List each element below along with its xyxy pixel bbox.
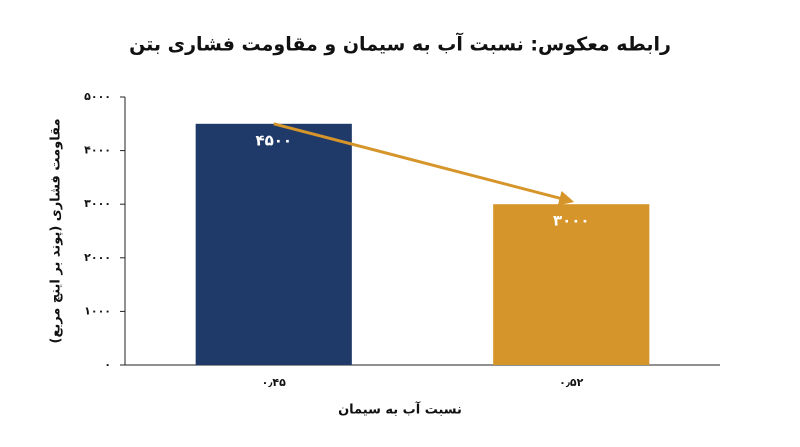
value-label: ۳۰۰۰	[553, 212, 590, 230]
bar	[493, 204, 650, 365]
y-tick-label: ۳۰۰۰	[84, 197, 111, 210]
x-tick-label: ۰٫۵۲	[559, 376, 584, 389]
trend-arrow	[273, 122, 575, 206]
bar	[195, 123, 352, 365]
x-axis-label: نسبت آب به سیمان	[338, 401, 462, 418]
value-label: ۴۵۰۰	[255, 131, 292, 149]
y-tick-label: ۰	[104, 358, 111, 371]
y-tick-label: ۱۰۰۰	[84, 304, 111, 317]
y-tick-label: ۵۰۰۰	[84, 90, 111, 103]
x-tick-label: ۰٫۴۵	[262, 376, 287, 389]
y-tick-label: ۴۰۰۰	[84, 144, 111, 157]
y-axis-label: مقاومت فشاری (پوند بر اینچ مربع)	[49, 118, 64, 343]
y-tick-label: ۲۰۰۰	[84, 251, 111, 264]
chart-title: رابطه معکوس: نسبت آب به سیمان و مقاومت ف…	[129, 32, 671, 56]
